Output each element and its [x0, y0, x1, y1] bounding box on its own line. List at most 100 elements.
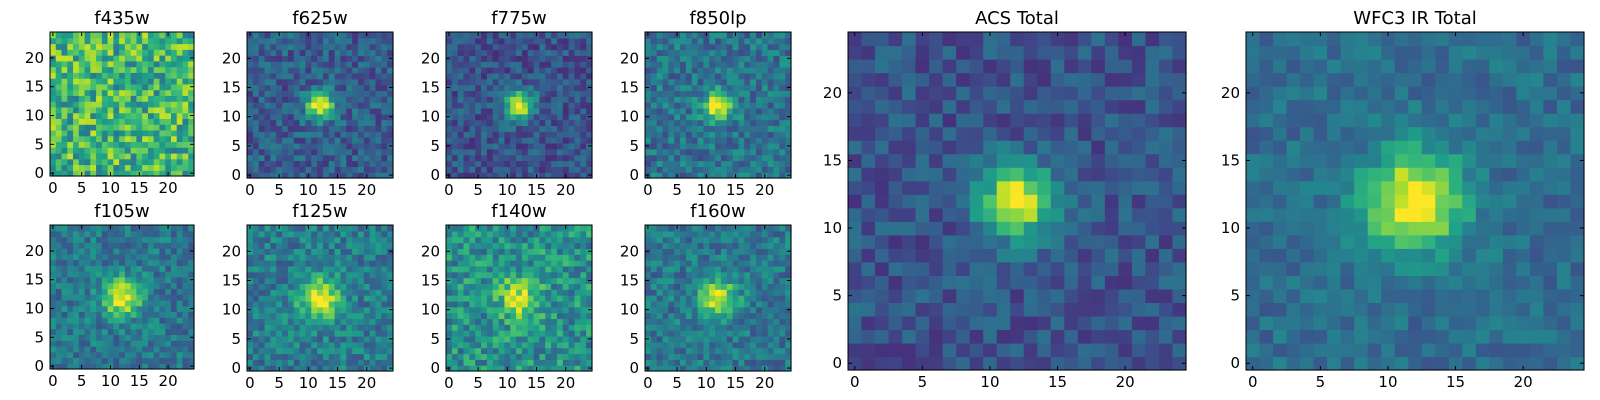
heatmap-cell [457, 142, 465, 150]
heatmap-cell [90, 230, 97, 238]
heatmap-cell [334, 166, 342, 173]
heatmap-cell [282, 107, 289, 115]
heatmap-cell [527, 300, 535, 308]
heatmap-cell [744, 125, 751, 132]
heatmap-cell [715, 283, 722, 290]
heatmap-cell [381, 137, 388, 144]
heatmap-cell [369, 61, 377, 68]
heatmap-cell [586, 353, 593, 360]
heatmap-cell [767, 107, 775, 115]
heatmap-cell [568, 283, 576, 290]
heatmap-cell [545, 318, 552, 325]
heatmap-cell [369, 131, 377, 138]
heatmap-cell [322, 154, 330, 162]
heatmap-cell [375, 142, 382, 150]
heatmap-cell [130, 158, 137, 166]
heatmap-cell [328, 67, 336, 74]
heatmap-cell [159, 236, 166, 243]
heatmap-cell [258, 353, 266, 360]
heatmap-cell [340, 154, 347, 162]
heatmap-cell [486, 67, 494, 74]
heatmap-cell [67, 276, 74, 284]
heatmap-cell [668, 335, 675, 343]
heatmap-cell [165, 242, 172, 249]
heatmap-cell [55, 89, 63, 96]
heatmap-cell [170, 129, 178, 137]
heatmap-cell [498, 55, 505, 62]
heatmap-cell [744, 330, 751, 337]
heatmap-cell [352, 359, 359, 366]
heatmap-cell [504, 49, 511, 56]
heatmap-cell [352, 312, 359, 320]
heatmap-cell [78, 271, 86, 278]
heatmap-cell [527, 67, 535, 74]
heatmap-cell [750, 160, 757, 167]
heatmap-cell [147, 259, 155, 266]
heatmap-cell [317, 61, 324, 68]
heatmap-cell [562, 289, 570, 296]
heatmap-cell [381, 160, 388, 167]
heatmap-cell [761, 72, 769, 80]
heatmap-cell [562, 67, 570, 74]
heatmap-cell [650, 365, 658, 372]
heatmap-cell [521, 265, 529, 273]
y-tick-label: 5 [231, 137, 241, 155]
heatmap-cell [363, 67, 371, 74]
heatmap-cell [182, 164, 189, 171]
heatmap-cell [340, 84, 347, 91]
heatmap-cell [498, 137, 505, 144]
heatmap-cell [363, 37, 371, 45]
heatmap-cell [55, 129, 63, 137]
heatmap-cell [521, 225, 529, 232]
heatmap-cell [773, 306, 780, 314]
heatmap-cell [340, 306, 347, 314]
heatmap-cell [317, 353, 324, 360]
heatmap-cell [715, 32, 722, 39]
heatmap-cell [446, 347, 453, 355]
heatmap-cell [779, 300, 786, 308]
heatmap-cell [73, 357, 80, 364]
heatmap-cell [107, 37, 114, 45]
heatmap-cell [381, 283, 388, 290]
heatmap-cell [369, 295, 377, 302]
x-tick-label: 5 [77, 372, 87, 390]
heatmap-cell [84, 66, 91, 73]
heatmap-cell [188, 152, 195, 160]
heatmap-cell [761, 107, 769, 115]
heatmap-cell [475, 67, 482, 74]
heatmap-cell [311, 353, 318, 360]
heatmap-cell [299, 260, 306, 267]
heatmap-cell [568, 113, 576, 121]
heatmap-cell [90, 340, 97, 347]
heatmap-cell [527, 142, 535, 150]
heatmap-cell [451, 236, 459, 244]
heatmap-cell [357, 353, 365, 360]
heatmap-cell [556, 166, 564, 173]
heatmap-cell [147, 357, 155, 364]
heatmap-cell [662, 324, 669, 331]
heatmap-cell [369, 142, 377, 150]
heatmap-cell [107, 357, 114, 364]
heatmap-cell [761, 43, 769, 51]
heatmap-cell [67, 305, 74, 312]
heatmap-cell [568, 78, 576, 86]
heatmap-cell [527, 230, 535, 238]
heatmap-cell [709, 330, 716, 337]
heatmap-cell [755, 113, 763, 121]
heatmap-cell [451, 277, 459, 284]
heatmap-cell [50, 311, 57, 318]
heatmap-cell [545, 289, 552, 296]
heatmap-cell [176, 112, 184, 119]
heatmap-cell [322, 148, 330, 156]
heatmap-cell [750, 154, 757, 162]
heatmap-cell [521, 96, 529, 103]
heatmap-cell [130, 253, 137, 261]
heatmap-cell [773, 295, 780, 302]
heatmap-cell [101, 147, 109, 154]
heatmap-cell [165, 288, 172, 295]
heatmap-cell [691, 37, 699, 45]
heatmap-cell [556, 49, 564, 56]
heatmap-cell [322, 365, 330, 372]
heatmap-cell [165, 66, 172, 73]
